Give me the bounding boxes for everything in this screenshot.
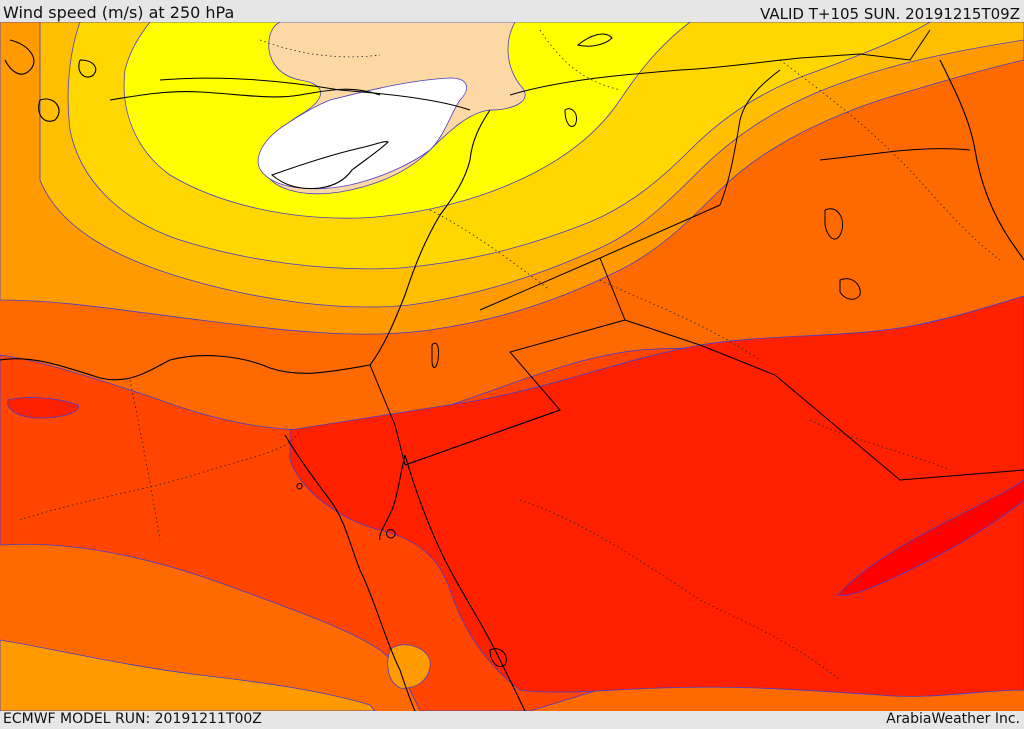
valid-time: VALID T+105 SUN. 20191215T09Z bbox=[760, 5, 1020, 23]
band-southwest bbox=[0, 639, 376, 711]
band-south-blob bbox=[387, 644, 431, 689]
red-sea-islands bbox=[489, 648, 507, 667]
map-canvas bbox=[0, 22, 1024, 711]
band-max bbox=[837, 479, 1024, 596]
tiran-island bbox=[386, 529, 396, 539]
admin-boundaries bbox=[19, 29, 1001, 681]
lake-tharthar bbox=[824, 208, 844, 240]
credit-label: ArabiaWeather Inc. bbox=[886, 711, 1020, 727]
band-lowest bbox=[257, 77, 467, 190]
wind-speed-map bbox=[0, 22, 1024, 711]
band-very-high-west-blob bbox=[7, 397, 79, 419]
map-footer: ECMWF MODEL RUN: 20191211T00Z ArabiaWeat… bbox=[0, 711, 1024, 729]
map-header: Wind speed (m/s) at 250 hPa VALID T+105 … bbox=[0, 0, 1024, 23]
small-red-sea-island bbox=[296, 483, 303, 490]
coastlines bbox=[0, 39, 1024, 711]
lake-van bbox=[576, 33, 613, 47]
model-run: ECMWF MODEL RUN: 20191211T00Z bbox=[3, 711, 262, 727]
dead-sea bbox=[431, 342, 439, 368]
lake-habbaniyah bbox=[839, 278, 861, 300]
map-title: Wind speed (m/s) at 250 hPa bbox=[3, 3, 235, 22]
band-strongest bbox=[289, 295, 1024, 697]
national-borders bbox=[159, 29, 1024, 481]
lake-ataturk bbox=[564, 108, 578, 127]
cyprus-island bbox=[270, 141, 389, 190]
